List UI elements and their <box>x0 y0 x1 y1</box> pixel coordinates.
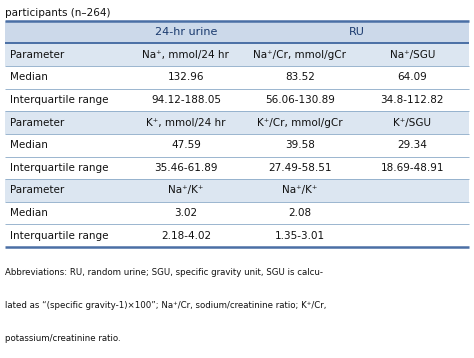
Text: K⁺, mmol/24 hr: K⁺, mmol/24 hr <box>146 117 226 127</box>
Text: 2.08: 2.08 <box>288 208 311 218</box>
Text: 34.8-112.82: 34.8-112.82 <box>381 95 444 105</box>
Bar <box>5 179 469 202</box>
Text: Median: Median <box>10 72 48 82</box>
Text: Median: Median <box>10 208 48 218</box>
Text: Median: Median <box>10 140 48 150</box>
Text: participants (n–264): participants (n–264) <box>5 8 110 18</box>
Text: 39.58: 39.58 <box>285 140 315 150</box>
Text: 3.02: 3.02 <box>174 208 198 218</box>
Bar <box>5 43 469 66</box>
Text: 56.06-130.89: 56.06-130.89 <box>265 95 335 105</box>
Text: 64.09: 64.09 <box>398 72 427 82</box>
Text: Abbreviations: RU, random urine; SGU, specific gravity unit, SGU is calcu-: Abbreviations: RU, random urine; SGU, sp… <box>5 268 323 277</box>
Text: Na⁺/K⁺: Na⁺/K⁺ <box>168 185 204 195</box>
Bar <box>5 224 469 247</box>
Text: Na⁺/SGU: Na⁺/SGU <box>390 50 435 60</box>
Text: 94.12-188.05: 94.12-188.05 <box>151 95 221 105</box>
Text: 18.69-48.91: 18.69-48.91 <box>381 163 444 173</box>
Text: lated as “(specific gravity-1)×100”; Na⁺/Cr, sodium/creatinine ratio; K⁺/Cr,: lated as “(specific gravity-1)×100”; Na⁺… <box>5 301 326 310</box>
Text: 35.46-61.89: 35.46-61.89 <box>154 163 218 173</box>
Bar <box>5 66 469 89</box>
Text: 27.49-58.51: 27.49-58.51 <box>268 163 331 173</box>
Text: Parameter: Parameter <box>10 117 64 127</box>
Text: Interquartile range: Interquartile range <box>10 95 109 105</box>
Text: Parameter: Parameter <box>10 50 64 60</box>
Bar <box>5 202 469 224</box>
Bar <box>5 134 469 156</box>
Text: 24-hr urine: 24-hr urine <box>155 28 217 38</box>
Text: Na⁺/Cr, mmol/gCr: Na⁺/Cr, mmol/gCr <box>253 50 346 60</box>
Text: Na⁺/K⁺: Na⁺/K⁺ <box>282 185 318 195</box>
Text: RU: RU <box>349 28 365 38</box>
Text: Parameter: Parameter <box>10 185 64 195</box>
Text: 29.34: 29.34 <box>397 140 427 150</box>
Text: 2.18-4.02: 2.18-4.02 <box>161 231 211 241</box>
Text: Interquartile range: Interquartile range <box>10 163 109 173</box>
Bar <box>5 111 469 134</box>
Bar <box>5 21 469 43</box>
Bar <box>5 89 469 111</box>
Text: K⁺/Cr, mmol/gCr: K⁺/Cr, mmol/gCr <box>257 117 343 127</box>
Text: 83.52: 83.52 <box>285 72 315 82</box>
Text: 1.35-3.01: 1.35-3.01 <box>274 231 325 241</box>
Bar <box>5 156 469 179</box>
Text: 132.96: 132.96 <box>168 72 204 82</box>
Text: Na⁺, mmol/24 hr: Na⁺, mmol/24 hr <box>143 50 229 60</box>
Text: K⁺/SGU: K⁺/SGU <box>393 117 431 127</box>
Text: potassium/creatinine ratio.: potassium/creatinine ratio. <box>5 334 120 343</box>
Text: 47.59: 47.59 <box>171 140 201 150</box>
Text: Interquartile range: Interquartile range <box>10 231 109 241</box>
